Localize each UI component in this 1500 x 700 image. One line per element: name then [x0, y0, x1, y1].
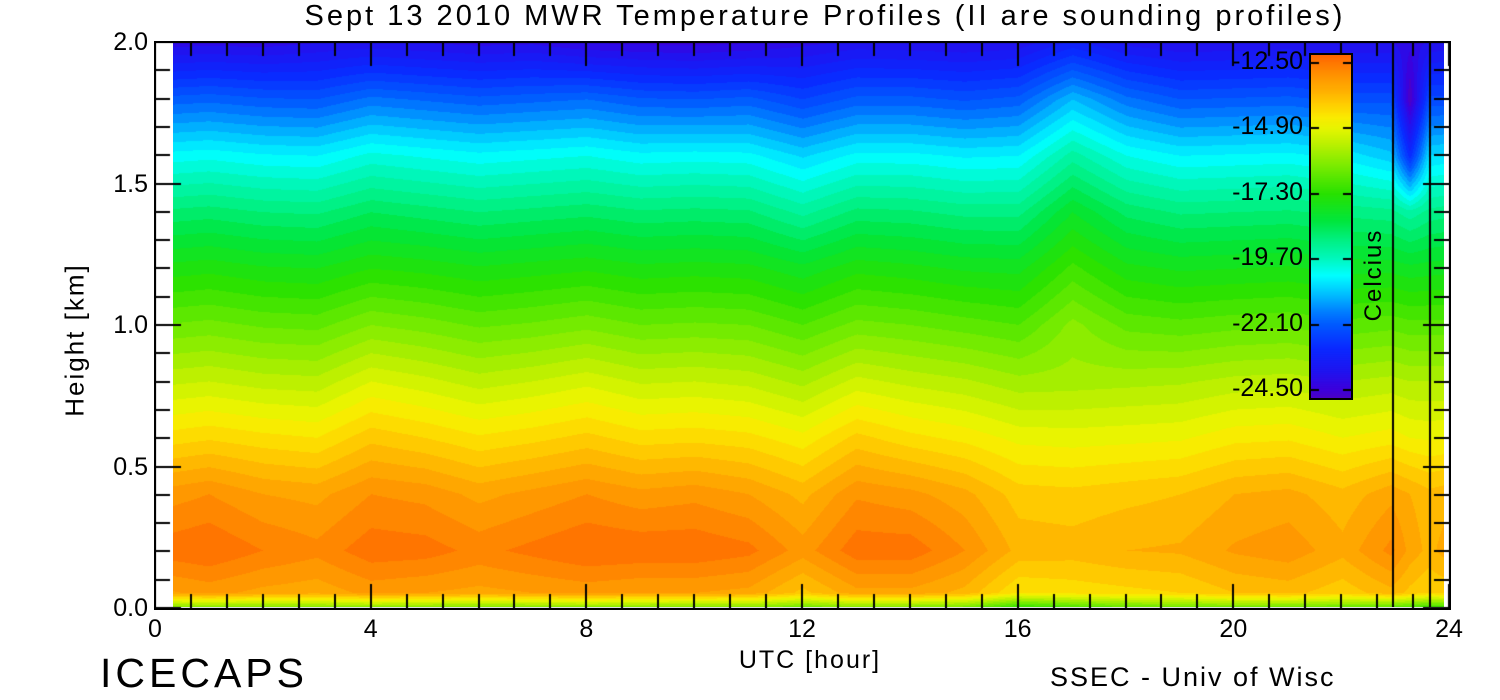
x-tick-label: 4	[363, 615, 378, 643]
y-tick-label: 2.0	[113, 28, 148, 56]
x-tick-label: 8	[579, 615, 594, 643]
colorbar-tick-label: -12.50	[1232, 46, 1303, 75]
colorbar	[1309, 53, 1353, 400]
x-tick-label: 24	[1435, 615, 1463, 643]
colorbar-tick-label: -14.90	[1232, 112, 1303, 141]
x-tick-label: 16	[1003, 615, 1032, 643]
colorbar-tick-label: -17.30	[1232, 177, 1303, 206]
y-tick-label: 1.5	[113, 169, 148, 198]
ssec-branding: SSEC - Univ of Wisc	[1050, 662, 1336, 692]
x-tick-label: 0	[148, 615, 162, 643]
colorbar-tick-label: -19.70	[1232, 243, 1303, 272]
colorbar-title: Celcius	[1360, 228, 1387, 322]
icecaps-branding: ICECAPS	[100, 650, 308, 696]
x-axis-title: UTC [hour]	[738, 646, 882, 674]
colorbar-tick-label: -22.10	[1232, 308, 1303, 337]
y-tick-label: 1.0	[113, 311, 148, 339]
x-tick-label: 20	[1219, 615, 1248, 643]
y-tick-label: 0.5	[113, 452, 148, 481]
colorbar-tick-label: -24.50	[1232, 374, 1303, 403]
page-title: Sept 13 2010 MWR Temperature Profiles (I…	[304, 0, 1346, 32]
colorbar-gradient-canvas	[1311, 55, 1351, 398]
y-axis-title: Height [km]	[59, 263, 90, 417]
x-tick-label: 12	[788, 615, 816, 643]
y-tick-label: 0.0	[113, 594, 148, 622]
axes-ticks-canvas	[154, 41, 1451, 610]
